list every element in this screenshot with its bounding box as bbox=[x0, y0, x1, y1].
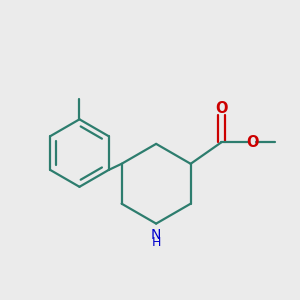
Text: O: O bbox=[215, 101, 228, 116]
Text: H: H bbox=[152, 236, 161, 248]
Text: N: N bbox=[151, 228, 161, 242]
Text: O: O bbox=[246, 135, 258, 150]
